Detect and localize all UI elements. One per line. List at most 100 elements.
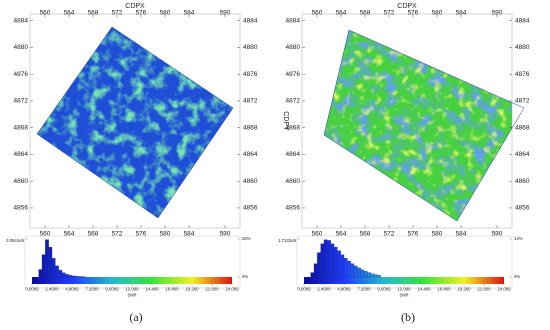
histogram-bar (353, 265, 358, 278)
y-tick-label: 4856 (243, 205, 258, 212)
histogram-bar (343, 257, 348, 278)
histogram-bar (61, 272, 66, 278)
colorbar-tick-label: 24.000 (225, 287, 239, 292)
x-tick-label: 576 (408, 10, 419, 17)
colorbar-tick-label: 21.600 (477, 287, 491, 292)
x-tick-label: 572 (384, 10, 395, 17)
histogram-bar (41, 254, 46, 278)
x-tick-label: 584 (184, 10, 195, 17)
y-tick-label: 4856 (515, 205, 530, 212)
x-tick-label: 580 (432, 231, 443, 238)
histogram-bar (55, 265, 59, 278)
x-tick-label: 560 (40, 10, 51, 17)
y-tick-label: 4856 (286, 205, 301, 212)
colorbar-tick-label: 2.4000 (45, 287, 59, 292)
y-tick-label: 4868 (515, 124, 530, 131)
histogram-bar (320, 243, 325, 278)
histogram-bar (58, 270, 63, 278)
x-tick-label: 564 (64, 231, 75, 238)
y-tick-label: 4880 (14, 44, 29, 51)
y-tick-label: 4864 (243, 151, 258, 158)
x-tick-label: 590 (220, 10, 231, 17)
hist-y2-tick-label: 14% (514, 236, 523, 241)
colorbar-tick-label: 19.200 (457, 287, 471, 292)
histogram-frame (24, 235, 241, 289)
y-tick-label: 4860 (243, 178, 258, 185)
x-tick-label: 560 (40, 231, 51, 238)
colorbar-tick-label: 12.000 (397, 287, 411, 292)
y-tick-label: 4884 (243, 17, 258, 24)
colorbar-tick-label: 0.0000 (25, 287, 39, 292)
panel-label: (a) (129, 310, 142, 324)
x-tick-label: 580 (160, 10, 171, 17)
plot-frame (29, 13, 241, 229)
x-tick-label: 568 (360, 10, 371, 17)
x-tick-label: 564 (336, 231, 347, 238)
y-tick-label: 4860 (14, 178, 29, 185)
histogram-bar (330, 243, 335, 278)
histogram-bar (71, 275, 76, 278)
x-tick-label: 580 (432, 10, 443, 17)
histogram-bar (377, 275, 381, 278)
colorbar-tick-label: 14.400 (417, 287, 431, 292)
y-tick-label: 4868 (14, 124, 29, 131)
histogram-bar (313, 263, 318, 278)
histogram-frame (296, 235, 513, 289)
colorbar-title: SNR (399, 293, 408, 298)
colorbar-tick-label: 16.800 (165, 287, 179, 292)
map-outline (323, 29, 525, 222)
colorbar-tick-label: 16.800 (437, 287, 451, 292)
x-tick-label: 590 (492, 10, 503, 17)
y-tick-label: 4884 (286, 17, 301, 24)
y-tick-label: 4880 (286, 44, 301, 51)
hist-y-tick-label: 3.0541e5 (6, 238, 25, 243)
colorbar-tick-label: 9.6000 (377, 287, 391, 292)
y-tick-label: 4864 (14, 151, 29, 158)
hist-y2-tick-label: 0% (242, 274, 248, 279)
y-tick-label: 4868 (286, 124, 301, 131)
histogram-bar (65, 274, 69, 278)
histogram-bar (48, 246, 53, 278)
x-tick-label: 572 (384, 231, 395, 238)
colorbar (304, 277, 504, 284)
y-tick-label: 4856 (14, 205, 29, 212)
x-tick-label: 572 (112, 231, 123, 238)
hist-y2-tick-label: 25% (242, 236, 251, 241)
y-tick-label: 4876 (243, 71, 258, 78)
histogram-bar (367, 272, 371, 278)
map-panel: CDPX CDPY 560 560 564 564 568 568 572 572 576 576 58… (278, 3, 530, 324)
colorbar-tick-label: 2.4000 (317, 287, 331, 292)
x-tick-label: 568 (360, 231, 371, 238)
histogram-bar (340, 254, 345, 278)
histogram-bar (347, 260, 351, 278)
colorbar-tick-label: 14.400 (145, 287, 159, 292)
histogram-bar (360, 269, 365, 278)
histogram-bar (333, 246, 338, 278)
colorbar-tick-label: 7.2000 (85, 287, 99, 292)
y-tick-label: 4880 (515, 44, 530, 51)
y-tick-label: 4880 (243, 44, 258, 51)
y-tick-label: 4872 (286, 98, 301, 105)
histogram-bar (370, 273, 375, 278)
colorbar-tick-label: 19.200 (185, 287, 199, 292)
x-tick-label: 572 (112, 10, 123, 17)
histogram-bar (75, 276, 79, 278)
y-tick-label: 4864 (286, 151, 301, 158)
colorbar-tick-label: 4.8000 (65, 287, 79, 292)
y-tick-label: 4868 (243, 124, 258, 131)
x-tick-label: 584 (456, 10, 467, 17)
y-tick-label: 4872 (243, 98, 258, 105)
colorbar-tick-label: 24.000 (497, 287, 511, 292)
y-tick-label: 4864 (515, 151, 530, 158)
x-tick-label: 576 (136, 231, 147, 238)
x-tick-label: 590 (220, 231, 231, 238)
map-image (324, 30, 512, 221)
histogram-bar (317, 252, 321, 278)
x-tick-label: 580 (160, 231, 171, 238)
histogram-bar (327, 240, 331, 278)
colorbar-tick-label: 7.2000 (357, 287, 371, 292)
y-tick-label: 4884 (14, 17, 29, 24)
histogram-bar (323, 239, 328, 278)
y-tick-label: 4872 (14, 98, 29, 105)
